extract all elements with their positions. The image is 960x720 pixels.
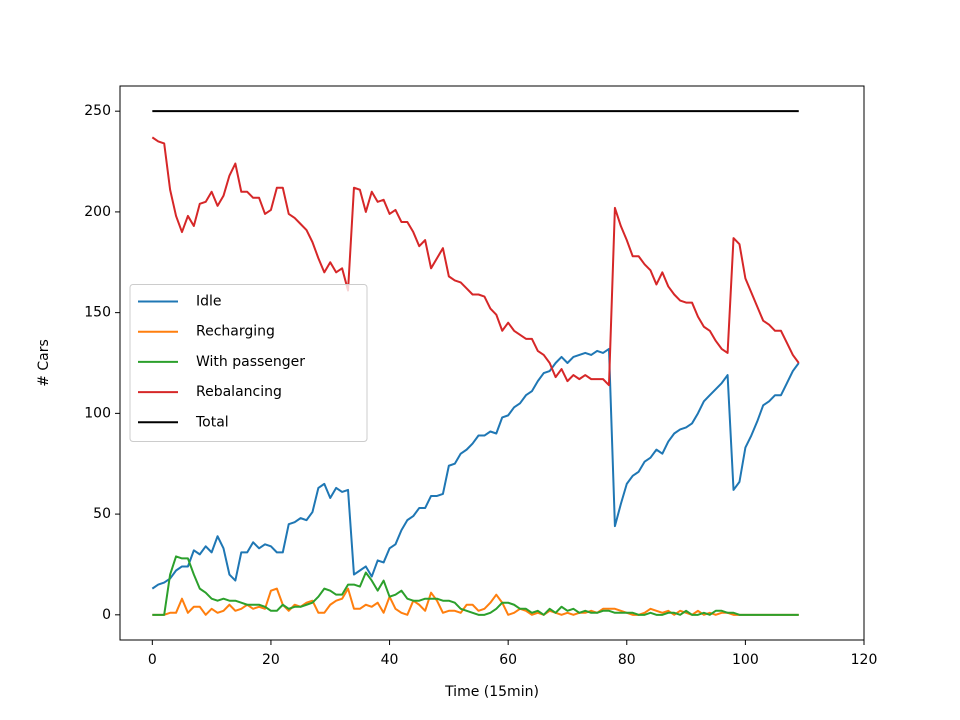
- series-line: [152, 555, 799, 616]
- x-tick-label: 80: [618, 652, 636, 668]
- series-line: [151, 347, 800, 590]
- y-axis-label: # Cars: [36, 339, 52, 387]
- x-tick-label: 100: [732, 652, 759, 668]
- legend-label: Total: [195, 414, 229, 430]
- legend-label: With passenger: [196, 354, 305, 370]
- y-tick-label: 150: [84, 305, 111, 321]
- x-tick-label: 0: [148, 652, 157, 668]
- y-tick-label: 250: [84, 103, 111, 119]
- x-tick-label: 60: [499, 652, 517, 668]
- series-line: [151, 136, 800, 387]
- legend-label: Idle: [196, 294, 222, 310]
- y-tick-label: 100: [84, 405, 111, 421]
- x-tick-label: 40: [381, 652, 399, 668]
- series-line: [152, 587, 799, 616]
- legend-box: [129, 284, 368, 442]
- legend-label: Rebalancing: [196, 384, 282, 400]
- y-tick-label: 50: [93, 506, 111, 522]
- x-axis-label: Time (15min): [444, 684, 539, 700]
- legend: Idle Recharging With passenger Rebalancing T…: [129, 284, 368, 442]
- plot-frame: [119, 85, 865, 641]
- x-tick-label: 120: [851, 652, 878, 668]
- legend-label: Recharging: [196, 324, 275, 340]
- y-tick-label: 0: [102, 607, 111, 623]
- y-tick-label: 200: [84, 204, 111, 220]
- x-tick-label: 20: [262, 652, 280, 668]
